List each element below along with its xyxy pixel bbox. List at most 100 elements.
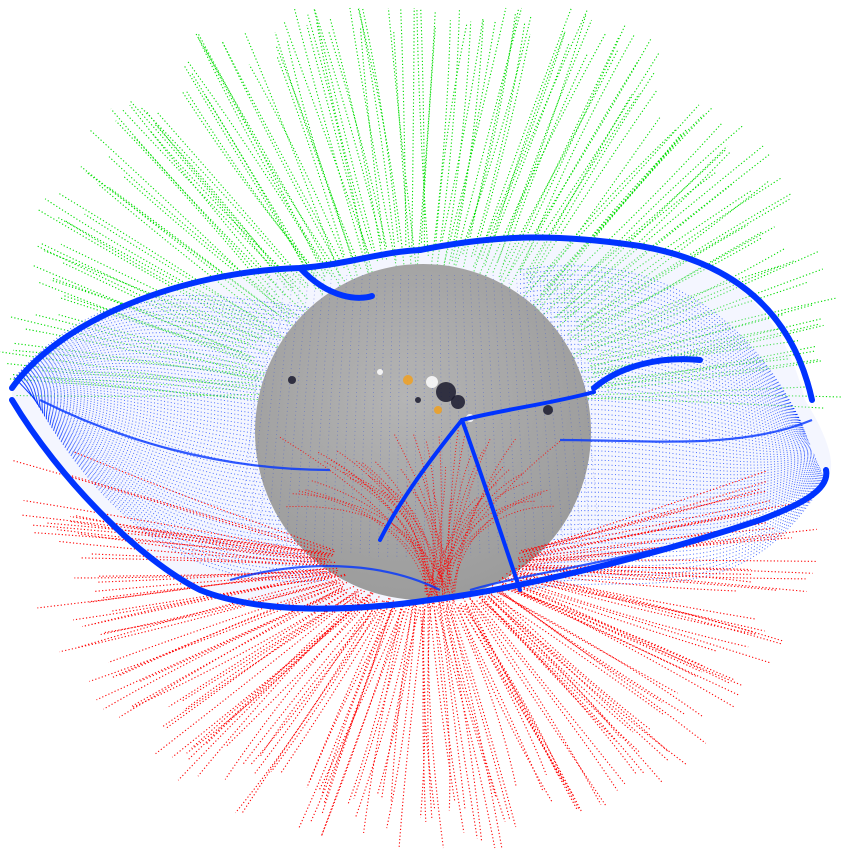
current-sheet-strand (519, 417, 813, 450)
sun-disk (255, 264, 591, 600)
red-field-line (510, 583, 731, 685)
green-field-line (0, 351, 256, 391)
active-region-spot (403, 375, 413, 385)
red-field-line (343, 471, 427, 591)
green-field-line (89, 129, 290, 319)
current-sheet-strand (26, 390, 331, 483)
green-field-line (602, 345, 816, 385)
red-field-line (435, 605, 496, 849)
green-field-line (549, 122, 723, 296)
red-field-line (447, 481, 529, 591)
green-field-line (474, 33, 531, 256)
current-sheet-strand (24, 388, 331, 456)
red-field-line (518, 569, 753, 575)
red-field-line (469, 597, 602, 805)
green-field-line (400, 7, 407, 246)
red-field-line (520, 488, 762, 552)
red-field-line (505, 587, 740, 696)
green-field-line (140, 107, 306, 288)
green-field-line (499, 37, 620, 281)
red-field-line (101, 574, 331, 599)
red-field-line (337, 450, 441, 610)
green-field-line (122, 175, 294, 317)
red-field-line (161, 590, 365, 728)
red-field-line (89, 581, 348, 682)
green-field-line (107, 186, 296, 328)
red-field-line (398, 605, 426, 849)
green-field-line (44, 198, 274, 330)
red-field-line (439, 603, 478, 839)
green-field-line (316, 22, 373, 249)
current-sheet-strand (519, 348, 807, 437)
green-field-line (492, 13, 587, 273)
red-field-line (381, 490, 448, 603)
green-field-line (181, 91, 325, 282)
current-sheet-strand (22, 384, 331, 421)
green-field-line (416, 10, 436, 268)
red-field-line (433, 469, 510, 599)
red-field-line (490, 598, 634, 733)
green-field-line (393, 30, 412, 268)
active-region-spot (436, 382, 456, 402)
green-field-line (63, 295, 253, 362)
green-field-line (460, 7, 520, 278)
red-field-line (77, 573, 346, 649)
negative-open-field-lines (11, 430, 817, 849)
green-field-line (462, 13, 516, 255)
green-field-line (286, 39, 357, 267)
green-field-line (411, 7, 415, 257)
current-sheet-strand (519, 454, 816, 469)
green-field-line (276, 55, 345, 256)
red-field-line (470, 602, 607, 807)
red-field-line (197, 598, 359, 777)
green-field-line (590, 326, 788, 367)
green-field-line (585, 318, 822, 380)
red-field-line (427, 473, 523, 607)
green-field-line (482, 32, 607, 283)
red-field-line (108, 581, 344, 664)
red-field-line (386, 604, 416, 829)
current-sheet-strand (519, 467, 821, 526)
red-field-line (476, 594, 638, 776)
green-field-line (115, 120, 275, 300)
current-sheet-edge (591, 356, 703, 391)
current-sheet-strand (30, 394, 331, 539)
current-sheet-strand (19, 365, 331, 389)
current-sheet-strand (18, 353, 331, 383)
red-field-line (118, 586, 344, 718)
cusp-edge (460, 390, 596, 422)
green-field-line (455, 15, 532, 266)
green-field-line (56, 216, 287, 342)
green-field-line (195, 33, 341, 287)
red-field-line (347, 601, 403, 804)
green-field-line (61, 261, 246, 350)
red-field-line (507, 577, 765, 632)
green-field-line (41, 370, 264, 388)
red-field-line (446, 439, 491, 592)
red-field-line (427, 606, 433, 819)
red-field-line (400, 469, 445, 609)
green-field-line (554, 145, 764, 318)
current-sheet-strand (16, 332, 331, 382)
green-field-line (197, 33, 326, 277)
red-field-line (225, 599, 372, 748)
current-sheet-strand (519, 269, 801, 422)
green-field-line (576, 176, 783, 323)
green-field-line (476, 43, 570, 281)
green-field-line (451, 18, 484, 262)
red-field-line (481, 594, 669, 753)
green-field-line (589, 314, 783, 362)
green-field-line (313, 7, 379, 262)
green-field-line (313, 7, 383, 244)
current-sheet-strand (30, 394, 331, 543)
green-field-line (430, 20, 451, 266)
red-field-line (460, 607, 547, 776)
green-field-line (361, 7, 399, 243)
active-region-spot (377, 369, 383, 375)
current-sheet-strand (19, 362, 331, 385)
green-field-line (574, 226, 775, 340)
current-sheet-strand (519, 474, 824, 563)
red-field-line (439, 611, 466, 809)
red-field-line (93, 572, 338, 593)
